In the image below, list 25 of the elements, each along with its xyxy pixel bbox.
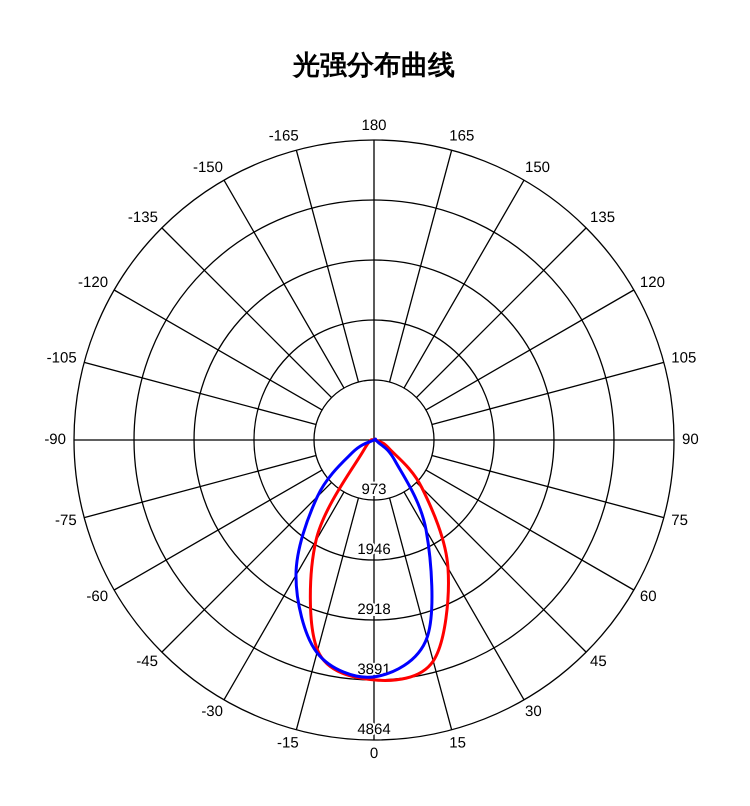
spoke-label: 165: [449, 128, 474, 145]
spoke-label: -30: [201, 702, 223, 720]
spoke-label: 45: [590, 653, 607, 670]
spoke-label: -75: [55, 512, 77, 530]
spoke-label: 90: [682, 430, 699, 448]
spoke-label: -105: [46, 350, 77, 367]
spoke-label: 60: [640, 588, 657, 605]
spoke-label: 30: [525, 702, 542, 720]
spoke-label: -15: [277, 734, 299, 752]
spoke-label: -135: [128, 208, 158, 226]
chart-title: 光强分布曲线: [292, 50, 455, 80]
spoke-label: 105: [671, 350, 696, 367]
spoke-label: 15: [449, 734, 466, 752]
spoke-label: -45: [136, 653, 158, 670]
spoke-label: 0: [370, 744, 378, 762]
spoke-label: -165: [268, 128, 299, 145]
spoke-label: 180: [361, 116, 387, 134]
spoke-label: -60: [86, 588, 108, 605]
spoke-label: 150: [525, 159, 550, 176]
spoke-label: -150: [192, 159, 223, 176]
spoke-label: 120: [640, 274, 665, 291]
spoke-label: -120: [78, 274, 108, 291]
spoke-label: 135: [590, 208, 616, 226]
spoke-label: -90: [44, 430, 66, 448]
spoke-label: 75: [671, 512, 688, 530]
